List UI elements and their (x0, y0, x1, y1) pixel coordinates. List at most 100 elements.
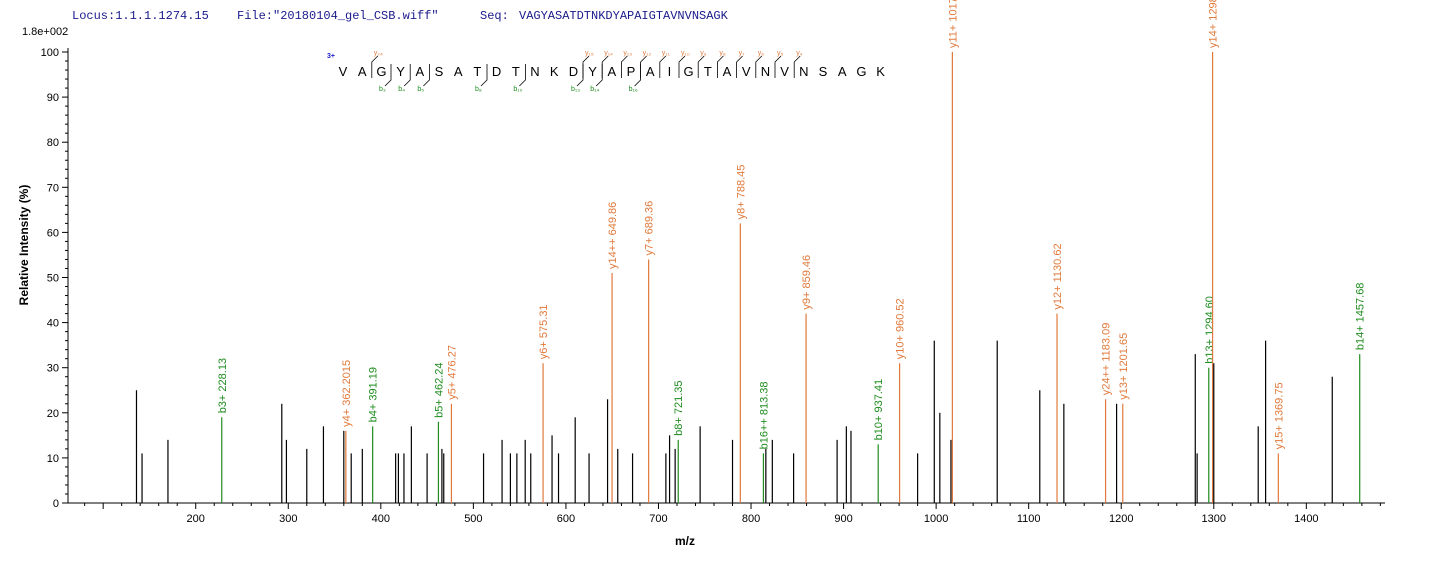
sequence-residue: T (512, 64, 520, 79)
peak-label: y4+ 362.2015 (341, 360, 353, 427)
sequence-residue: G (684, 64, 694, 79)
y-tick-label: 50 (47, 273, 59, 285)
y-tick-label: 30 (47, 363, 59, 375)
x-tick-label: 1400 (1294, 513, 1318, 525)
sequence-residue: S (819, 64, 828, 79)
y-fragment-bracket (755, 55, 763, 78)
y-fragment-bracket (659, 55, 667, 78)
peak-label: y6+ 575.31 (538, 304, 550, 359)
sequence-residue: V (339, 64, 348, 79)
b-fragment-bracket (595, 64, 603, 87)
peak-label: y14++ 649.86 (607, 202, 619, 269)
sequence-residue: T (704, 64, 712, 79)
x-axis-title: m/z (675, 534, 695, 548)
b-fragment-bracket (634, 64, 641, 87)
y-fragment-bracket (371, 55, 379, 78)
x-tick-label: 300 (279, 513, 297, 525)
max-intensity-label: 1.8e+002 (22, 26, 68, 38)
peak-label: b4+ 391.19 (368, 367, 380, 422)
y-fragment-bracket (793, 55, 801, 78)
peak-label: b16++ 813.38 (758, 381, 770, 449)
locus-label: Locus:1.1.1.1274.15 (72, 9, 209, 23)
sequence-residue: S (435, 64, 444, 79)
peak-label: b8+ 721.35 (673, 380, 685, 435)
peak-label: y12+ 1130.62 (1052, 243, 1064, 309)
y-tick-label: 80 (47, 137, 59, 149)
y-fragment-label: y₉ (700, 50, 707, 57)
y-tick-label: 60 (47, 227, 59, 239)
y-fragment-label: y₁₅ (585, 50, 594, 57)
b-fragment-bracket (403, 64, 411, 87)
b-fragment-bracket (384, 64, 392, 87)
x-tick-label: 1300 (1202, 513, 1226, 525)
y-fragment-label: y₁₄ (604, 50, 613, 57)
y-fragment-bracket (621, 55, 628, 78)
peak-label: y10+ 960.52 (895, 298, 907, 359)
x-tick-label: 1100 (1017, 513, 1041, 525)
peak-label: y13+ 1201.65 (1118, 333, 1130, 400)
b-fragment-bracket (480, 64, 488, 87)
x-tick-label: 800 (742, 513, 760, 525)
sequence-residue: V (780, 64, 789, 79)
sequence-residue: N (761, 64, 770, 79)
sequence-residue: A (607, 64, 616, 79)
y-tick-label: 0 (53, 498, 59, 510)
sequence-residue: Y (588, 64, 597, 79)
sequence-residue: I (668, 64, 672, 79)
sequence-residue: N (530, 64, 539, 79)
x-tick-label: 900 (834, 513, 852, 525)
sequence-residue: A (415, 64, 424, 79)
peak-label: b5+ 462.24 (433, 362, 445, 417)
x-tick-label: 700 (649, 513, 667, 525)
sequence-residue: K (876, 64, 885, 79)
seq-label: Seq: (480, 9, 509, 23)
b-fragment-label: b₈ (475, 86, 482, 93)
y-fragment-label: y₁₁ (662, 50, 671, 57)
peaks: b3+ 228.13 y4+ 362.2015 b4+ 391.19 b5+ 462.… (135, 0, 1367, 503)
x-tick-label: 1200 (1109, 513, 1133, 525)
charge-state-label: 3+ (327, 53, 335, 60)
y-fragment-bracket (774, 55, 782, 78)
peak-label: b10+ 937.41 (873, 379, 885, 440)
b-fragment-label: b₁₆ (629, 86, 638, 93)
peak-label: y8+ 788.45 (735, 165, 747, 220)
y-tick-label: 90 (47, 92, 59, 104)
y-fragment-label: y₁₀ (681, 50, 690, 57)
peak-label: y11+ 1017.56 (947, 0, 959, 48)
y-fragment-label: y₅ (777, 50, 784, 57)
sequence-residue: V (742, 64, 751, 79)
b-fragment-bracket (576, 64, 584, 87)
y-fragment-label: y₂₄ (374, 50, 383, 57)
y-fragment-label: y₇ (739, 50, 746, 57)
y-tick-label: 40 (47, 318, 59, 330)
y-fragment-label: y₄ (796, 50, 803, 57)
sequence-residue: A (358, 64, 367, 79)
peak-label: b13+ 1294.60 (1204, 296, 1216, 364)
sequence-residue: A (454, 64, 463, 79)
peak-label: y5+ 476.27 (446, 345, 458, 400)
y-tick-label: 20 (47, 408, 59, 420)
b-fragment-label: b₁₀ (513, 86, 522, 93)
peak-label: y7+ 689.36 (644, 201, 656, 256)
y-tick-label: 10 (47, 453, 59, 465)
b-fragment-bracket (423, 64, 430, 87)
y-fragment-label: y₈ (719, 50, 726, 57)
peak-label: y14+ 1298.72 (1208, 0, 1220, 48)
b-fragment-bracket (519, 64, 526, 87)
sequence-residue: G (376, 64, 386, 79)
y-fragment-bracket (697, 55, 705, 78)
y-tick-label: 100 (41, 47, 59, 59)
y-fragment-label: y₁₂ (643, 50, 652, 57)
sequence-residue: A (838, 64, 847, 79)
peak-label: b3+ 228.13 (217, 358, 229, 413)
sequence-residue: D (492, 64, 501, 79)
x-tick-label: 600 (557, 513, 575, 525)
sequence-residue: Y (396, 64, 405, 79)
sequence-label: VAGYASATDTNKDYAPAIGTAVNVNSAGK (519, 9, 729, 23)
sequence-residue: T (473, 64, 481, 79)
sequence-residue: P (627, 64, 636, 79)
sequence-residue: A (646, 64, 655, 79)
peak-label: y24++ 1183.09 (1101, 323, 1113, 396)
